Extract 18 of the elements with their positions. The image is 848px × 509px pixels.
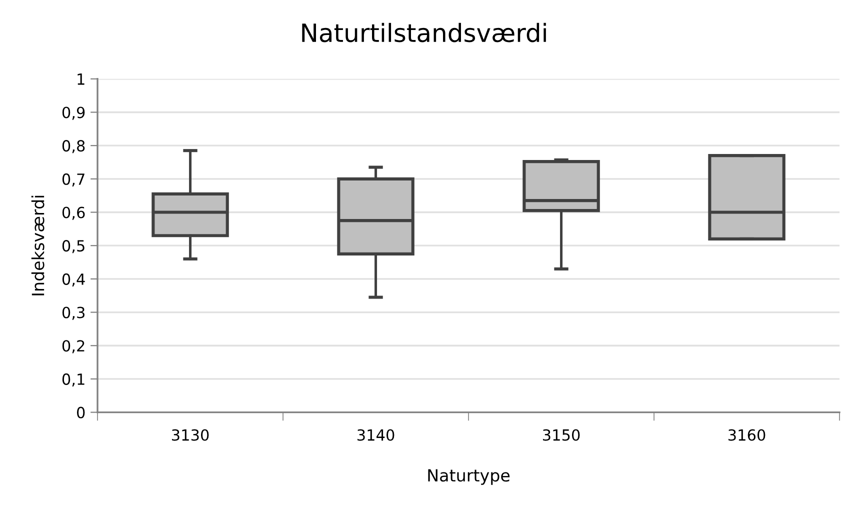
y-tick-label: 0: [77, 406, 85, 418]
y-tick-label: 0,4: [62, 273, 85, 287]
x-tick-label: 3130: [172, 429, 209, 441]
y-tick-label: 0,6: [62, 206, 85, 220]
y-tick-label: 0,7: [62, 173, 84, 186]
y-tick-label: 0,2: [62, 340, 84, 354]
x-tick-label: 3150: [542, 429, 580, 441]
y-axis-title: Indeksværdi: [31, 196, 44, 296]
y-tick-label: 0,5: [62, 240, 84, 254]
x-tick-label: 3160: [728, 429, 766, 441]
y-tick-label: 1: [78, 74, 84, 85]
chart-title: Naturtilstandsværdi: [302, 22, 546, 42]
x-tick-label: 3140: [357, 429, 394, 441]
y-tick-label: 0,1: [62, 373, 84, 387]
y-tick-label: 0,8: [62, 140, 85, 154]
y-tick-label: 0,3: [62, 306, 84, 320]
y-tick-label: 0,9: [62, 106, 85, 120]
x-axis-title: Naturtype: [428, 469, 510, 485]
